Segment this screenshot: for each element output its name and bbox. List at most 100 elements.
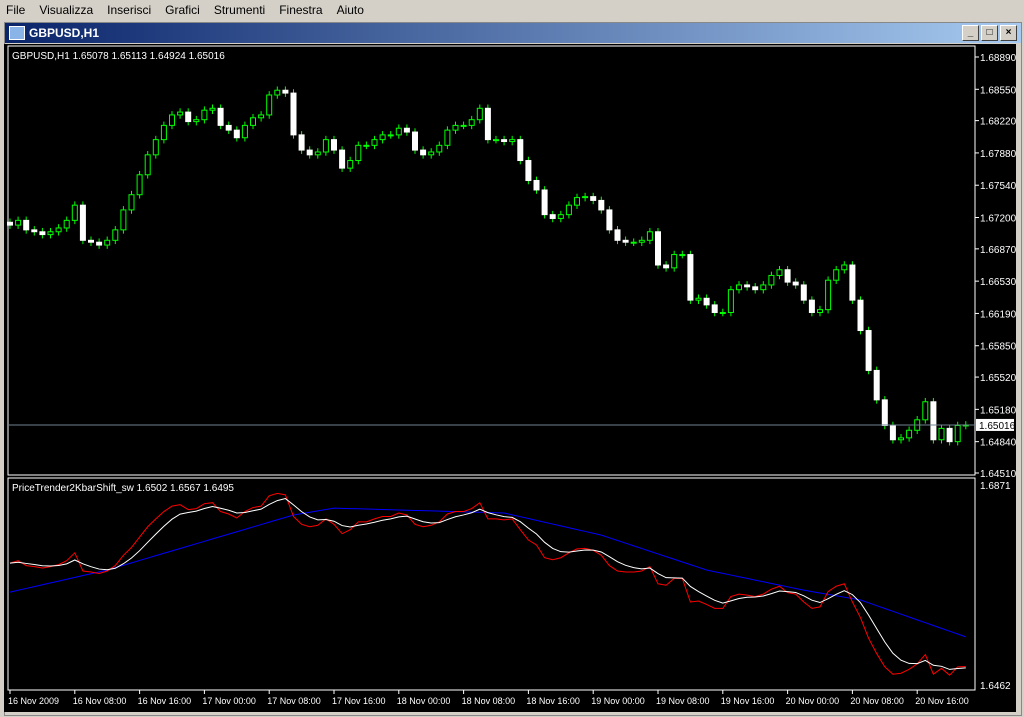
menu-aiuto[interactable]: Aiuto (336, 3, 364, 17)
candle (444, 126, 451, 150)
candle (630, 238, 637, 247)
price-tick-label: 1.65180 (980, 405, 1016, 416)
candle (339, 146, 346, 172)
menu-finestra[interactable]: Finestra (279, 3, 323, 17)
candle (79, 201, 86, 245)
candle (241, 121, 248, 142)
candle (898, 434, 904, 444)
candle (533, 176, 540, 194)
candle (719, 308, 726, 317)
price-chart[interactable]: 1.68890 1.68550 1.68220 1.67880 1.67540 1.672… (4, 44, 1016, 712)
candle (250, 113, 256, 130)
current-price-box (976, 418, 1014, 431)
candle (104, 236, 111, 249)
candle (703, 294, 710, 309)
candle (752, 283, 759, 294)
candle (31, 226, 38, 236)
time-tick-label: 17 Nov 00:00 (202, 696, 256, 706)
time-tick-label: 16 Nov 08:00 (73, 696, 127, 706)
price-tick-label: 1.67540 (980, 181, 1016, 192)
candle (403, 124, 410, 136)
candle (185, 108, 192, 126)
candle (776, 265, 783, 280)
time-tick-label: 17 Nov 08:00 (267, 696, 321, 706)
time-tick-label: 16 Nov 16:00 (138, 696, 192, 706)
candle (298, 131, 305, 154)
indicator-pane-frame (7, 477, 976, 691)
time-tick-label: 16 Nov 2009 (8, 696, 59, 706)
candle (833, 265, 840, 284)
fast-line (9, 492, 966, 676)
candle (817, 305, 823, 317)
time-tick-label: 18 Nov 16:00 (526, 696, 580, 706)
minimize-button[interactable]: _ (962, 25, 979, 41)
candle (452, 121, 459, 134)
candle (387, 131, 394, 139)
close-button[interactable]: × (1000, 25, 1017, 41)
indicator-label: PriceTrender2KbarShift_sw 1.6502 1.6567 … (12, 483, 234, 494)
price-tick-label: 1.66870 (980, 245, 1016, 256)
candle (574, 193, 580, 209)
price-tick-label: 1.64840 (980, 438, 1016, 449)
candle (322, 135, 329, 156)
price-tick-label: 1.65850 (980, 342, 1016, 353)
candle (436, 141, 443, 156)
candle (849, 261, 856, 304)
candle (736, 281, 742, 294)
candle (501, 135, 508, 146)
candle (808, 296, 815, 317)
candle (209, 104, 216, 114)
candle (63, 216, 70, 232)
price-tick-label: 1.68890 (980, 53, 1016, 64)
candle (290, 89, 297, 139)
maximize-button[interactable]: □ (981, 25, 998, 41)
candle (128, 190, 135, 214)
candle (655, 227, 661, 269)
candle (169, 111, 175, 130)
candle (201, 106, 208, 124)
candle (47, 227, 54, 239)
time-tick-label: 19 Nov 16:00 (721, 696, 775, 706)
time-tick-label: 18 Nov 08:00 (462, 696, 516, 706)
menu-bar: File Visualizza Inserisci Grafici Strumenti F… (0, 0, 1024, 20)
price-tick-label: 1.66530 (980, 277, 1016, 288)
candle (395, 124, 402, 139)
menu-inserisci[interactable]: Inserisci (107, 3, 152, 17)
candle (7, 218, 13, 229)
price-tick-label: 1.68550 (980, 85, 1016, 96)
candle (744, 281, 751, 291)
candle (646, 227, 653, 245)
window-title: GBPUSD,H1 (29, 26, 100, 40)
candle (177, 108, 184, 119)
candle (88, 236, 94, 247)
menu-grafici[interactable]: Grafici (165, 3, 200, 17)
time-tick-label: 20 Nov 16:00 (915, 696, 969, 706)
window-title-bar[interactable]: GBPUSD,H1 _ □ × (5, 23, 1021, 43)
candle (71, 201, 78, 225)
menu-file[interactable]: File (6, 3, 26, 17)
candle (363, 141, 370, 150)
candle (792, 278, 799, 289)
candle (120, 206, 127, 234)
candle (614, 226, 621, 245)
time-tick-label: 18 Nov 00:00 (397, 696, 451, 706)
candle (152, 135, 159, 159)
time-tick-label: 19 Nov 00:00 (591, 696, 645, 706)
candle (922, 397, 929, 424)
candle (493, 135, 499, 144)
price-tick-label: 1.67200 (980, 214, 1016, 225)
candle (282, 86, 289, 97)
candle (266, 91, 273, 119)
candle (517, 135, 524, 165)
menu-strumenti[interactable]: Strumenti (213, 3, 266, 17)
candle (930, 397, 937, 444)
candle (355, 141, 362, 165)
candle (865, 326, 872, 375)
candle (768, 271, 775, 289)
candle (549, 210, 556, 223)
chart-window-icon (9, 26, 25, 40)
candle (727, 285, 734, 317)
candle (144, 151, 151, 179)
menu-visualizza[interactable]: Visualizza (39, 3, 94, 17)
candle (695, 294, 702, 304)
